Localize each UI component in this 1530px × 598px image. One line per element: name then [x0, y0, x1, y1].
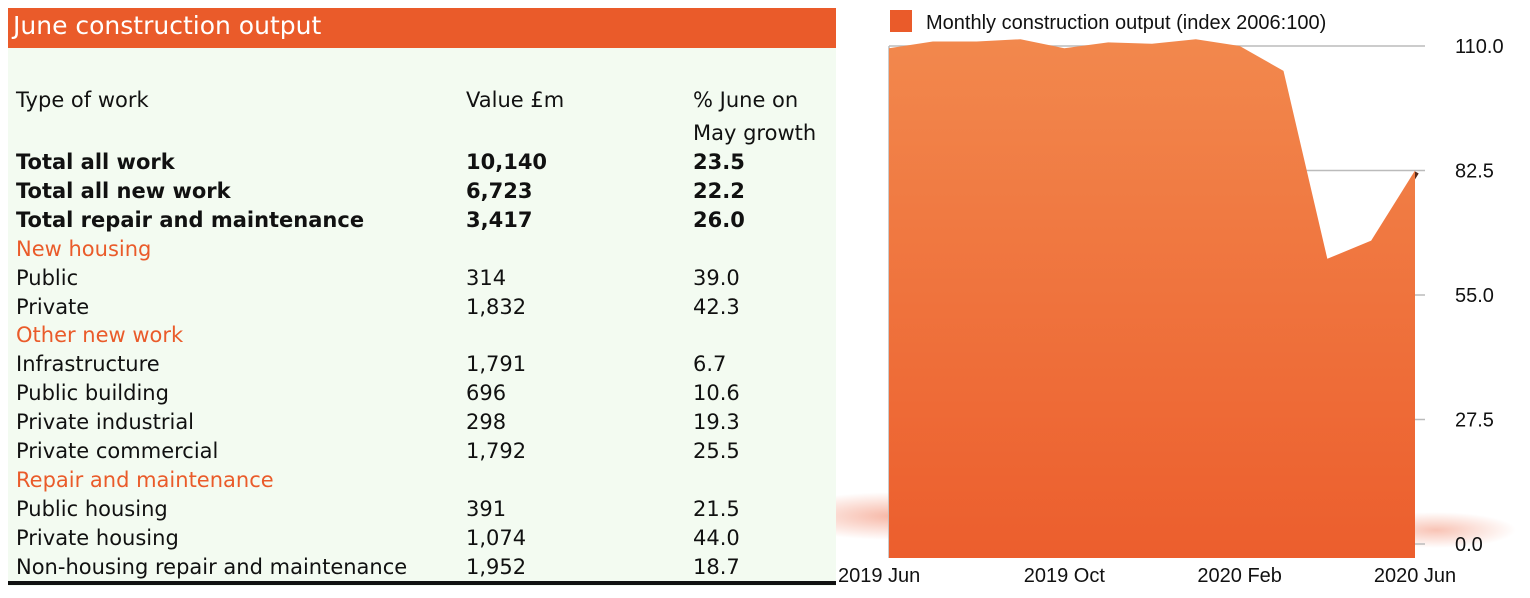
legend-swatch	[890, 10, 912, 32]
y-tick-label: 55.0	[1455, 285, 1494, 307]
row-pct-growth: 25.5	[693, 439, 740, 463]
table-header-row: Type of work Value £m % June on	[8, 88, 836, 117]
row-type-of-work: Private housing	[16, 525, 179, 550]
row-pct-growth: 26.0	[693, 207, 745, 232]
row-type-of-work: New housing	[16, 236, 152, 261]
row-type-of-work: Public housing	[16, 496, 168, 521]
y-tick-label: 82.5	[1455, 161, 1494, 183]
table-row: Non-housing repair and maintenance 1,952 1…	[8, 555, 836, 584]
table-row: Public 314 39.0	[8, 266, 836, 295]
row-type-of-work: Non-housing repair and maintenance	[16, 554, 408, 579]
y-tick-label: 27.5	[1455, 410, 1494, 432]
y-tick-label: 110.0	[1455, 36, 1504, 58]
y-tick-label: 0.0	[1455, 534, 1483, 556]
row-type-of-work: Repair and maintenance	[16, 467, 274, 492]
header-value: Value £m	[466, 88, 565, 112]
row-type-of-work: Public building	[16, 381, 169, 406]
table-row: Private commercial 1,792 25.5	[8, 439, 836, 468]
row-type-of-work: Total repair and maintenance	[16, 207, 365, 232]
row-pct-growth: 19.3	[693, 410, 740, 435]
construction-output-table: June construction output Type of work Va…	[8, 8, 836, 586]
table-section-row: Repair and maintenance	[8, 468, 836, 497]
area-series-output	[889, 39, 1415, 558]
row-type-of-work: Private	[16, 294, 90, 319]
row-type-of-work: Total all new work	[16, 178, 231, 203]
row-type-of-work: Other new work	[16, 323, 184, 348]
table-row: Infrastructure 1,791 6.7	[8, 352, 836, 381]
table-row: Private 1,832 42.3	[8, 295, 836, 324]
row-value: 1,792	[466, 439, 527, 463]
header-pct-growth: % June on	[693, 88, 799, 112]
row-type-of-work: Public	[16, 265, 79, 290]
row-value: 1,791	[466, 352, 527, 377]
row-value: 1,832	[466, 294, 527, 319]
table-row: Public building 696 10.6	[8, 381, 836, 410]
legend-label: Monthly construction output (index 2006:…	[926, 12, 1326, 34]
table-section-row: New housing	[8, 237, 836, 266]
table-row: Public housing 391 21.5	[8, 497, 836, 526]
row-pct-growth: 21.5	[693, 496, 740, 521]
x-tick-label: 2019 Oct	[1024, 565, 1106, 587]
row-pct-growth: 18.7	[693, 554, 740, 579]
row-value: 10,140	[466, 150, 548, 174]
x-axis-ticks: 2019 Jun 2019 Oct 2020 Feb 2020 Jun	[838, 565, 1456, 587]
x-tick-label: 2020 Feb	[1197, 565, 1282, 587]
row-value: 696	[466, 381, 507, 406]
x-tick-label: 2020 Jun	[1374, 565, 1456, 587]
row-type-of-work: Private commercial	[16, 439, 219, 463]
row-value: 314	[466, 265, 507, 290]
row-pct-growth: 39.0	[693, 265, 740, 290]
table-row: Total all work 10,140 23.5	[8, 150, 836, 179]
header-pct-growth-line2: May growth	[693, 121, 817, 145]
row-pct-growth: 22.2	[693, 178, 745, 203]
row-value: 1,074	[466, 525, 527, 550]
row-pct-growth: 23.5	[693, 150, 745, 174]
y-axis-ticks: 110.0 82.5 55.0 27.5 0.0	[1455, 36, 1504, 556]
row-value: 6,723	[466, 178, 533, 203]
x-tick-label: 2019 Jun	[838, 565, 920, 587]
table-row: Private housing 1,074 44.0	[8, 526, 836, 555]
row-type-of-work: Infrastructure	[16, 352, 160, 377]
row-value: 1,952	[466, 554, 527, 579]
table-bottom-rule	[8, 581, 836, 585]
table-title: June construction output	[13, 11, 322, 40]
row-type-of-work: Private industrial	[16, 410, 195, 435]
header-type-of-work: Type of work	[16, 88, 149, 112]
row-value: 391	[466, 496, 507, 521]
row-pct-growth: 6.7	[693, 352, 727, 377]
row-pct-growth: 10.6	[693, 381, 740, 406]
table-title-bar: June construction output	[8, 8, 836, 48]
table-section-row: Other new work	[8, 323, 836, 352]
row-pct-growth: 42.3	[693, 294, 740, 319]
row-value: 3,417	[466, 207, 533, 232]
table-row: Total all new work 6,723 22.2	[8, 179, 836, 208]
row-value: 298	[466, 410, 507, 435]
row-pct-growth: 44.0	[693, 525, 740, 550]
table-row: Total repair and maintenance 3,417 26.0	[8, 208, 836, 237]
construction-output-chart: 110.0 82.5 55.0 27.5 0.0 2019 Jun 2019 Oct 202…	[836, 10, 1516, 587]
table-row: Private industrial 298 19.3	[8, 410, 836, 439]
row-type-of-work: Total all work	[16, 150, 175, 174]
